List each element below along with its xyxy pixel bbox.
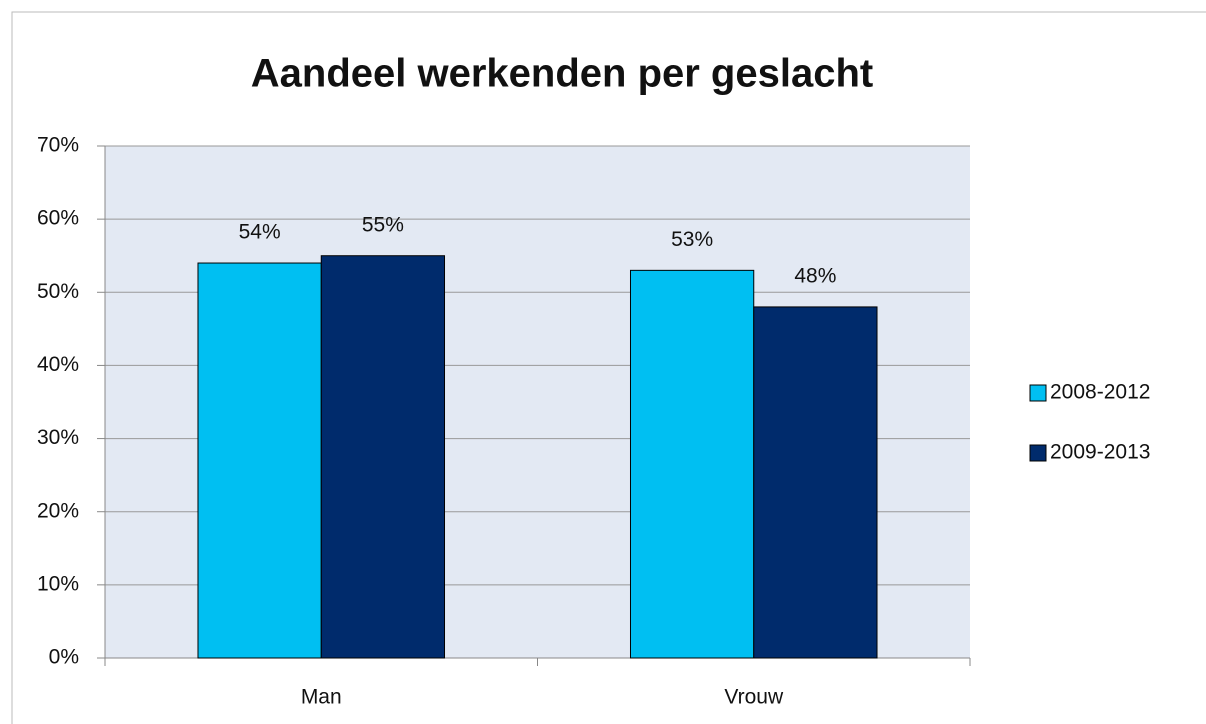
y-tick-label: 40% [37, 353, 79, 376]
x-tick-label: Man [301, 686, 342, 709]
value-label: 53% [671, 228, 713, 251]
x-tick-label: Vrouw [724, 686, 784, 709]
y-tick-label: 20% [37, 499, 79, 522]
legend-swatch [1029, 444, 1047, 462]
bar [629, 269, 755, 659]
legend-label: 2008-2012 [1050, 381, 1150, 404]
y-tick-label: 0% [49, 646, 79, 669]
y-tick-label: 70% [37, 134, 79, 157]
chart-title: Aandeel werkenden per geslacht [251, 52, 873, 96]
legend-swatch [1029, 384, 1047, 402]
y-tick-label: 30% [37, 426, 79, 449]
y-tick-label: 10% [37, 572, 79, 595]
value-label: 54% [239, 221, 281, 244]
y-tick-label: 50% [37, 280, 79, 303]
value-label: 48% [794, 264, 836, 287]
bar [197, 262, 322, 659]
y-tick-label: 60% [37, 207, 79, 230]
value-label: 55% [362, 213, 404, 236]
legend-label: 2009-2013 [1050, 441, 1150, 464]
bar [320, 255, 446, 659]
bar [753, 306, 878, 659]
